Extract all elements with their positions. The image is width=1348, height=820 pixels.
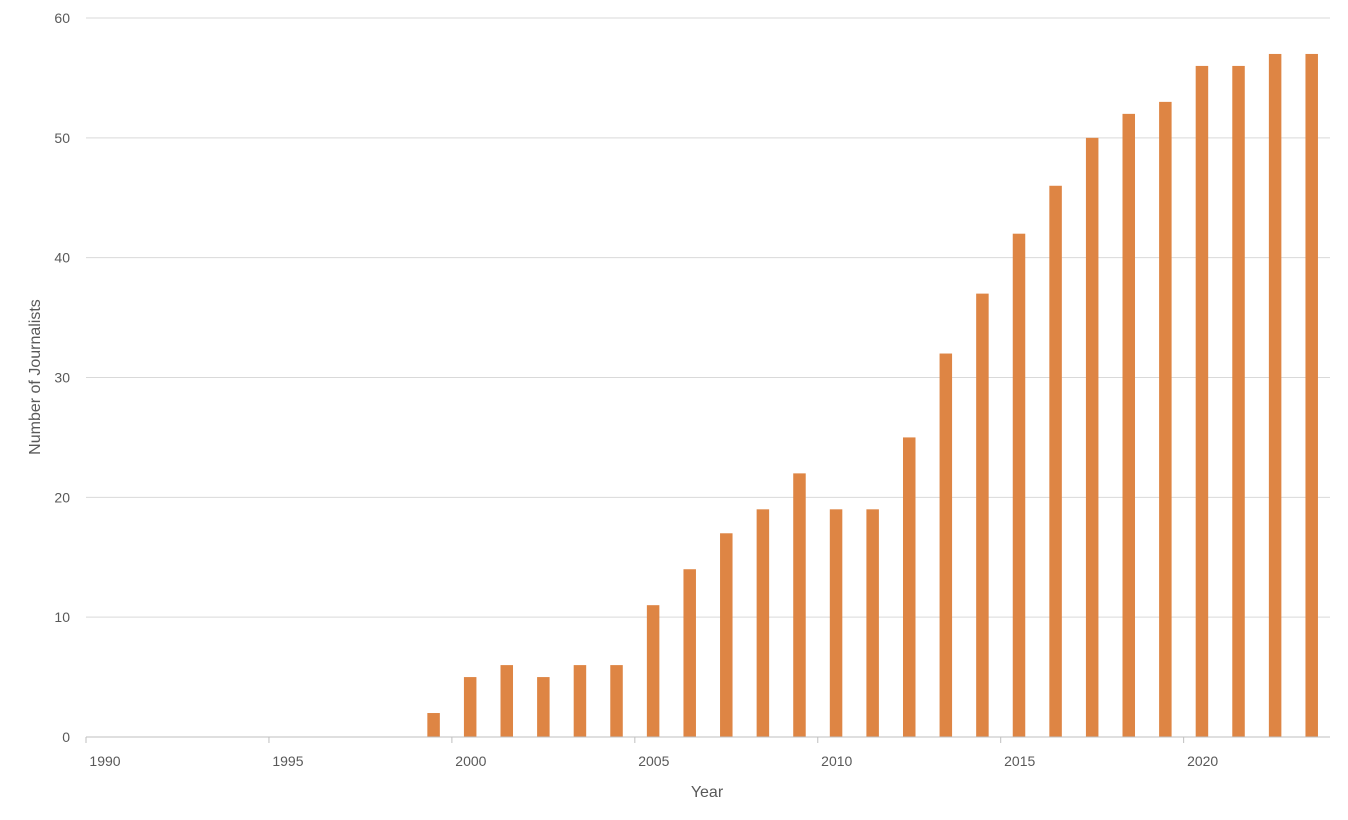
bar-2008 [756,509,770,737]
bar-2010 [829,509,843,737]
y-tick-label: 0 [62,729,70,745]
bar-2007 [720,533,733,737]
bar-2012 [902,437,916,737]
bar-2001 [500,665,514,737]
axes: 0 10 20 30 40 50 60 1990 1995 2000 2005 2010 2015 202… [54,10,1330,769]
bar-2005 [646,605,660,737]
y-axis-title: Number of Journalists [27,299,44,455]
x-tick-label: 2000 [455,753,486,769]
bar-2020 [1195,65,1209,738]
bar-2019 [1159,101,1172,737]
bar-2000 [463,677,477,737]
x-tick-label: 2005 [638,753,669,769]
bar-2011 [866,509,879,737]
x-tick-label: 1990 [89,753,120,769]
y-tick-label: 10 [54,609,70,625]
x-tick-label: 2020 [1187,753,1218,769]
y-tick-label: 60 [54,10,70,26]
y-tick-label: 20 [54,489,70,505]
bar-2017 [1085,137,1099,737]
bar-2021 [1232,65,1245,738]
bar-2018 [1122,113,1136,738]
bar-2004 [610,665,623,737]
x-tick-label: 2010 [821,753,852,769]
bar-2006 [683,569,696,737]
bar-2023 [1305,53,1318,737]
x-tick-label: 1995 [272,753,303,769]
y-tick-label: 50 [54,130,70,146]
gridlines [86,17,1330,618]
bar-2015 [1012,233,1026,737]
bar-2014 [976,293,989,737]
bar-2022 [1268,53,1282,737]
bar-2002 [537,677,550,737]
x-tick-label: 2015 [1004,753,1035,769]
y-tick-label: 30 [54,370,70,386]
x-axis-title: Year [691,784,724,801]
bar-2013 [939,353,953,737]
bar-2016 [1049,185,1062,737]
bar-2009 [793,473,806,737]
y-tick-label: 40 [54,250,70,266]
bar-1999 [427,713,440,737]
bars [427,53,1318,738]
bar-2003 [573,665,587,737]
